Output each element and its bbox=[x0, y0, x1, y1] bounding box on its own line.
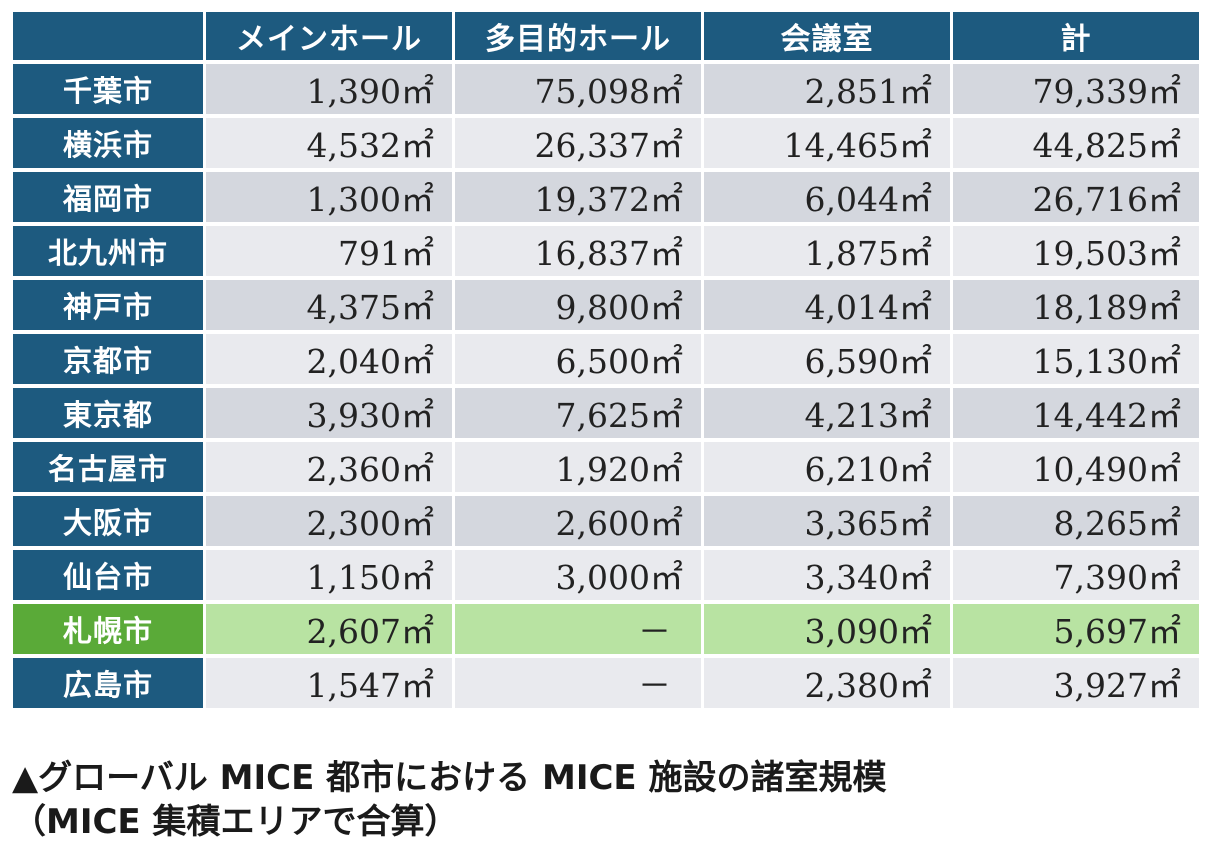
multipurpose-hall-cell: － bbox=[455, 658, 701, 708]
multipurpose-hall-cell: 75,098㎡ bbox=[455, 64, 701, 114]
header-corner bbox=[13, 12, 203, 60]
city-name-cell: 仙台市 bbox=[13, 550, 203, 600]
city-name-cell: 札幌市 bbox=[13, 604, 203, 654]
header-multipurpose-hall: 多目的ホール bbox=[455, 12, 701, 60]
meeting-room-cell: 2,851㎡ bbox=[704, 64, 950, 114]
meeting-room-cell: 6,210㎡ bbox=[704, 442, 950, 492]
city-name-cell: 神戸市 bbox=[13, 280, 203, 330]
meeting-room-cell: 3,090㎡ bbox=[704, 604, 950, 654]
multipurpose-hall-cell: 19,372㎡ bbox=[455, 172, 701, 222]
city-name-cell: 東京都 bbox=[13, 388, 203, 438]
multipurpose-hall-cell: － bbox=[455, 604, 701, 654]
table-row: 東京都 3,930㎡ 7,625㎡ 4,213㎡ 14,442㎡ bbox=[13, 388, 1199, 438]
city-name-cell: 福岡市 bbox=[13, 172, 203, 222]
table-row: 神戸市 4,375㎡ 9,800㎡ 4,014㎡ 18,189㎡ bbox=[13, 280, 1199, 330]
header-meeting-room: 会議室 bbox=[704, 12, 950, 60]
main-hall-cell: 2,360㎡ bbox=[206, 442, 452, 492]
facility-table-container: メインホール 多目的ホール 会議室 計 千葉市 1,390㎡ 75,098㎡ 2,85… bbox=[10, 8, 1199, 712]
caption-line-2: （MICE 集積エリアで合算） bbox=[12, 802, 459, 842]
table-row: 北九州市 791㎡ 16,837㎡ 1,875㎡ 19,503㎡ bbox=[13, 226, 1199, 276]
total-cell: 44,825㎡ bbox=[953, 118, 1199, 168]
table-row: 福岡市 1,300㎡ 19,372㎡ 6,044㎡ 26,716㎡ bbox=[13, 172, 1199, 222]
table-row: 大阪市 2,300㎡ 2,600㎡ 3,365㎡ 8,265㎡ bbox=[13, 496, 1199, 546]
meeting-room-cell: 4,213㎡ bbox=[704, 388, 950, 438]
multipurpose-hall-cell: 9,800㎡ bbox=[455, 280, 701, 330]
figure-caption: ▲グローバル MICE 都市における MICE 施設の諸室規模 （MICE 集積… bbox=[12, 756, 886, 844]
table-row: 千葉市 1,390㎡ 75,098㎡ 2,851㎡ 79,339㎡ bbox=[13, 64, 1199, 114]
total-cell: 19,503㎡ bbox=[953, 226, 1199, 276]
multipurpose-hall-cell: 3,000㎡ bbox=[455, 550, 701, 600]
table-row: 京都市 2,040㎡ 6,500㎡ 6,590㎡ 15,130㎡ bbox=[13, 334, 1199, 384]
main-hall-cell: 791㎡ bbox=[206, 226, 452, 276]
header-main-hall: メインホール bbox=[206, 12, 452, 60]
total-cell: 26,716㎡ bbox=[953, 172, 1199, 222]
multipurpose-hall-cell: 16,837㎡ bbox=[455, 226, 701, 276]
table-row: 名古屋市 2,360㎡ 1,920㎡ 6,210㎡ 10,490㎡ bbox=[13, 442, 1199, 492]
total-cell: 14,442㎡ bbox=[953, 388, 1199, 438]
main-hall-cell: 1,150㎡ bbox=[206, 550, 452, 600]
caption-line-1: ▲グローバル MICE 都市における MICE 施設の諸室規模 bbox=[12, 758, 887, 798]
city-name-cell: 広島市 bbox=[13, 658, 203, 708]
meeting-room-cell: 2,380㎡ bbox=[704, 658, 950, 708]
table-body: 千葉市 1,390㎡ 75,098㎡ 2,851㎡ 79,339㎡ 横浜市 4,532㎡ 26… bbox=[13, 64, 1199, 708]
main-hall-cell: 2,040㎡ bbox=[206, 334, 452, 384]
facility-size-table: メインホール 多目的ホール 会議室 計 千葉市 1,390㎡ 75,098㎡ 2,85… bbox=[10, 8, 1202, 712]
table-header-row: メインホール 多目的ホール 会議室 計 bbox=[13, 12, 1199, 60]
meeting-room-cell: 4,014㎡ bbox=[704, 280, 950, 330]
meeting-room-cell: 1,875㎡ bbox=[704, 226, 950, 276]
total-cell: 15,130㎡ bbox=[953, 334, 1199, 384]
meeting-room-cell: 3,340㎡ bbox=[704, 550, 950, 600]
meeting-room-cell: 14,465㎡ bbox=[704, 118, 950, 168]
total-cell: 18,189㎡ bbox=[953, 280, 1199, 330]
meeting-room-cell: 3,365㎡ bbox=[704, 496, 950, 546]
total-cell: 10,490㎡ bbox=[953, 442, 1199, 492]
table-row: 札幌市 2,607㎡－ 3,090㎡ 5,697㎡ bbox=[13, 604, 1199, 654]
table-row: 広島市 1,547㎡－ 2,380㎡ 3,927㎡ bbox=[13, 658, 1199, 708]
city-name-cell: 名古屋市 bbox=[13, 442, 203, 492]
main-hall-cell: 3,930㎡ bbox=[206, 388, 452, 438]
multipurpose-hall-cell: 7,625㎡ bbox=[455, 388, 701, 438]
city-name-cell: 京都市 bbox=[13, 334, 203, 384]
multipurpose-hall-cell: 1,920㎡ bbox=[455, 442, 701, 492]
city-name-cell: 大阪市 bbox=[13, 496, 203, 546]
total-cell: 79,339㎡ bbox=[953, 64, 1199, 114]
city-name-cell: 横浜市 bbox=[13, 118, 203, 168]
city-name-cell: 北九州市 bbox=[13, 226, 203, 276]
main-hall-cell: 2,300㎡ bbox=[206, 496, 452, 546]
main-hall-cell: 4,375㎡ bbox=[206, 280, 452, 330]
main-hall-cell: 2,607㎡ bbox=[206, 604, 452, 654]
total-cell: 8,265㎡ bbox=[953, 496, 1199, 546]
meeting-room-cell: 6,044㎡ bbox=[704, 172, 950, 222]
main-hall-cell: 4,532㎡ bbox=[206, 118, 452, 168]
meeting-room-cell: 6,590㎡ bbox=[704, 334, 950, 384]
main-hall-cell: 1,390㎡ bbox=[206, 64, 452, 114]
total-cell: 7,390㎡ bbox=[953, 550, 1199, 600]
multipurpose-hall-cell: 2,600㎡ bbox=[455, 496, 701, 546]
multipurpose-hall-cell: 6,500㎡ bbox=[455, 334, 701, 384]
table-row: 横浜市 4,532㎡ 26,337㎡ 14,465㎡ 44,825㎡ bbox=[13, 118, 1199, 168]
table-row: 仙台市 1,150㎡ 3,000㎡ 3,340㎡ 7,390㎡ bbox=[13, 550, 1199, 600]
main-hall-cell: 1,300㎡ bbox=[206, 172, 452, 222]
city-name-cell: 千葉市 bbox=[13, 64, 203, 114]
total-cell: 3,927㎡ bbox=[953, 658, 1199, 708]
total-cell: 5,697㎡ bbox=[953, 604, 1199, 654]
multipurpose-hall-cell: 26,337㎡ bbox=[455, 118, 701, 168]
main-hall-cell: 1,547㎡ bbox=[206, 658, 452, 708]
header-total: 計 bbox=[953, 12, 1199, 60]
